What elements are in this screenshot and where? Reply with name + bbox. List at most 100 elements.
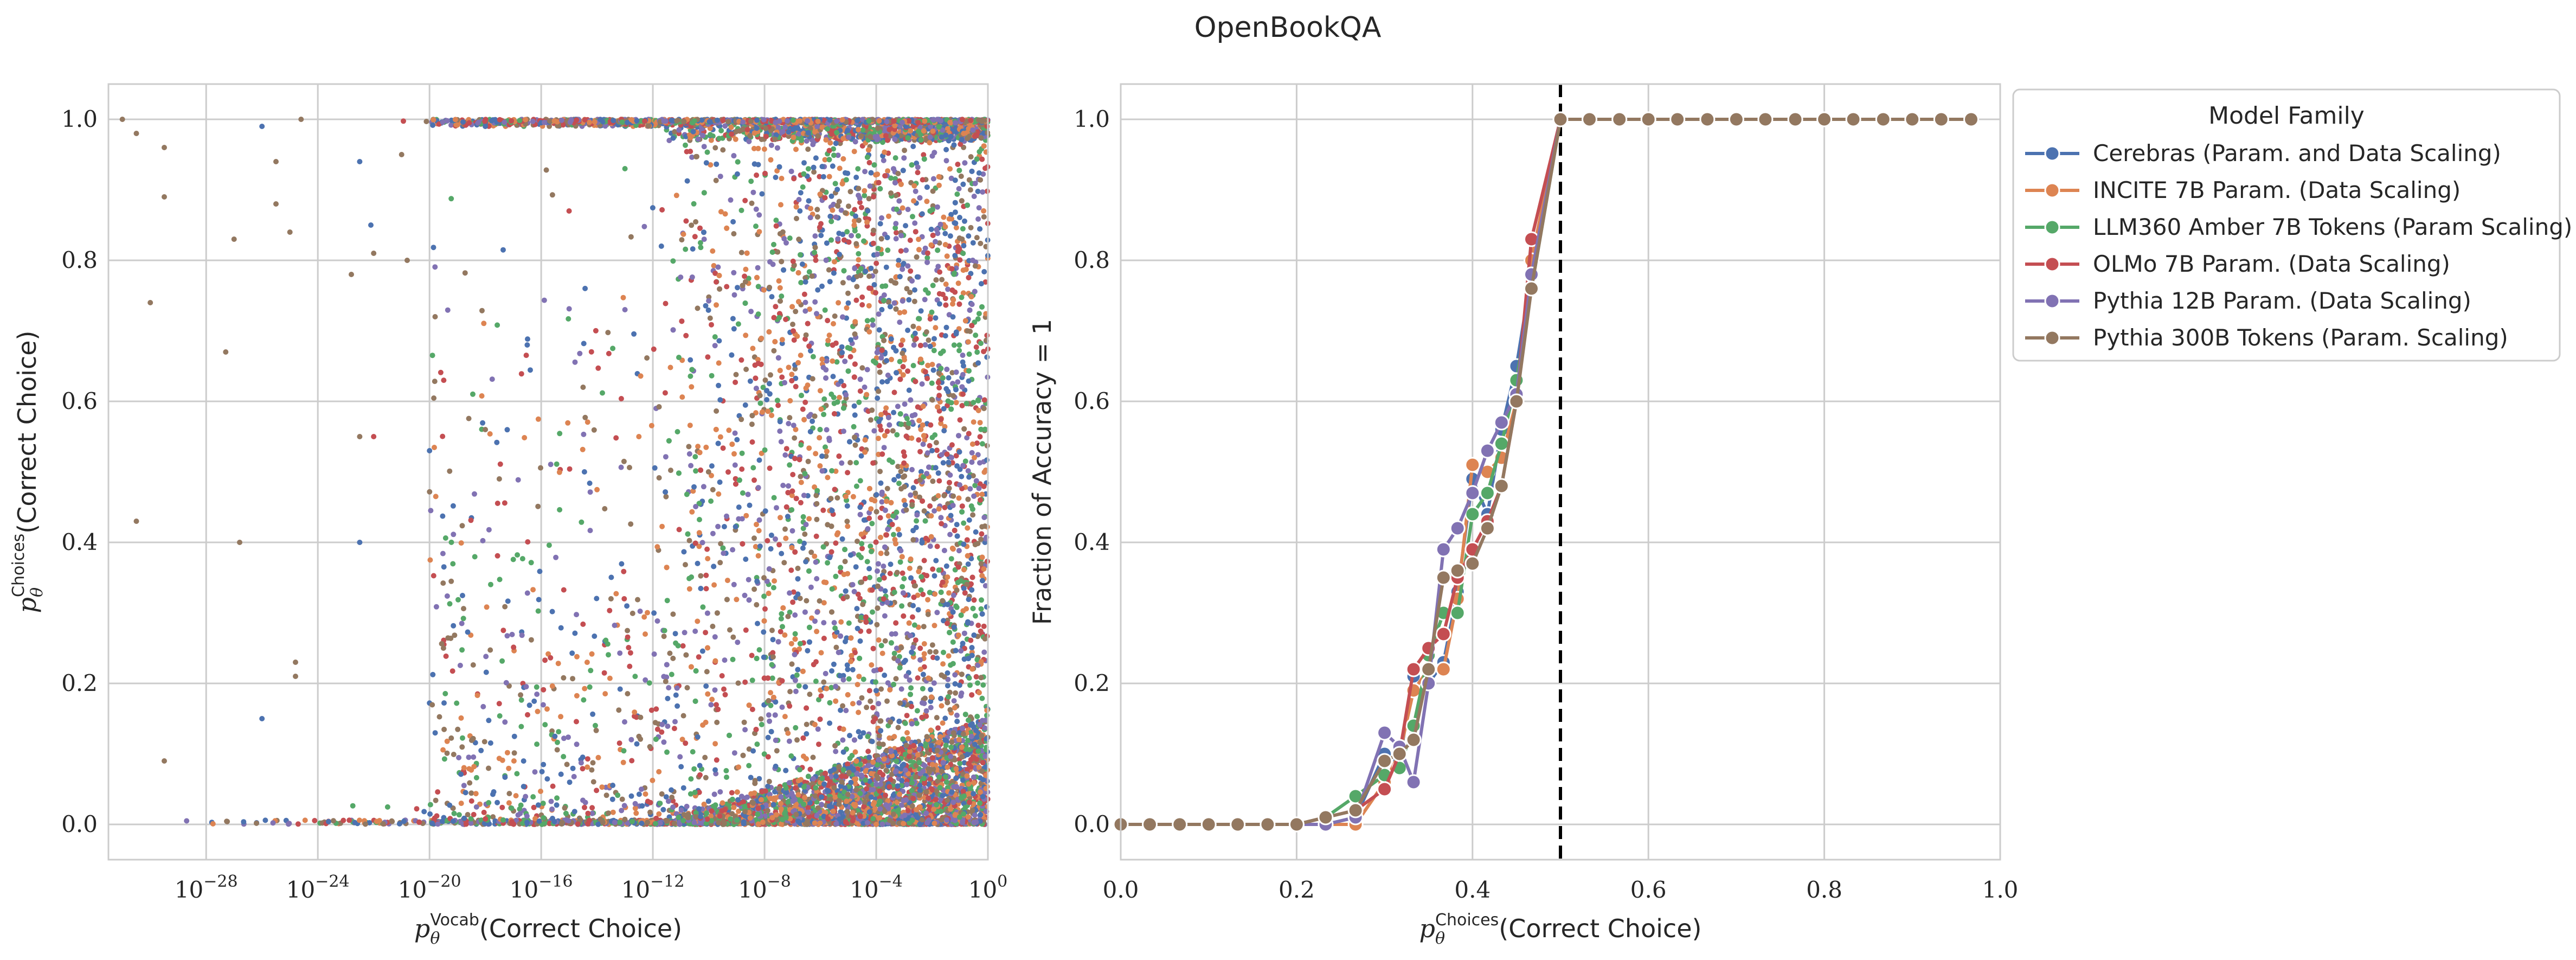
scatter-point bbox=[709, 373, 715, 379]
scatter-point bbox=[714, 702, 719, 708]
scatter-point bbox=[875, 568, 880, 574]
scatter-point bbox=[716, 360, 722, 366]
scatter-point bbox=[924, 375, 930, 381]
scatter-point bbox=[714, 408, 720, 414]
scatter-point bbox=[979, 491, 985, 497]
scatter-point bbox=[924, 199, 930, 204]
scatter-point bbox=[815, 726, 821, 732]
scatter-point bbox=[897, 319, 903, 325]
scatter-point bbox=[845, 290, 851, 296]
scatter-point bbox=[673, 193, 679, 199]
scatter-point bbox=[439, 818, 445, 824]
scatter-point bbox=[794, 215, 799, 221]
scatter-point bbox=[693, 468, 699, 474]
scatter-point bbox=[749, 439, 755, 445]
scatter-point bbox=[341, 817, 346, 823]
scatter-point bbox=[717, 560, 723, 566]
scatter-point bbox=[831, 411, 837, 417]
scatter-point bbox=[547, 821, 553, 827]
scatter-point bbox=[750, 748, 756, 754]
scatter-point bbox=[801, 291, 807, 297]
scatter-point bbox=[746, 577, 751, 583]
scatter-point bbox=[920, 671, 926, 677]
scatter-point bbox=[956, 682, 962, 688]
scatter-point bbox=[731, 270, 737, 276]
scatter-point bbox=[981, 623, 987, 629]
scatter-point bbox=[878, 686, 884, 692]
scatter-point bbox=[892, 155, 898, 161]
scatter-point bbox=[807, 306, 813, 312]
scatter-point bbox=[950, 639, 956, 645]
scatter-point bbox=[773, 175, 779, 180]
scatter-point bbox=[779, 176, 785, 181]
scatter-point bbox=[756, 212, 762, 218]
scatter-point bbox=[787, 689, 793, 695]
scatter-point bbox=[709, 696, 715, 702]
scatter-point bbox=[956, 342, 962, 348]
scatter-point bbox=[967, 187, 973, 193]
scatter-point bbox=[712, 334, 718, 340]
scatter-point bbox=[729, 790, 735, 796]
scatter-point bbox=[947, 233, 953, 239]
scatter-point bbox=[773, 304, 779, 310]
scatter-point bbox=[312, 818, 318, 823]
scatter-point bbox=[966, 351, 972, 357]
scatter-plot-area bbox=[108, 84, 988, 860]
scatter-point bbox=[357, 817, 362, 823]
scatter-point bbox=[950, 314, 956, 320]
scatter-point bbox=[800, 406, 806, 412]
scatter-point bbox=[554, 802, 560, 808]
scatter-point bbox=[719, 673, 725, 679]
scatter-point bbox=[871, 428, 877, 434]
scatter-point bbox=[845, 300, 851, 306]
scatter-point bbox=[974, 349, 980, 355]
scatter-point bbox=[813, 679, 819, 684]
scatter-point bbox=[876, 311, 882, 317]
scatter-point bbox=[855, 625, 860, 631]
scatter-point bbox=[731, 326, 737, 332]
scatter-point bbox=[870, 317, 876, 323]
scatter-point bbox=[955, 379, 961, 385]
scatter-point bbox=[800, 514, 806, 520]
scatter-point bbox=[864, 223, 870, 229]
scatter-point bbox=[930, 566, 936, 572]
scatter-point bbox=[953, 400, 959, 406]
scatter-point bbox=[860, 676, 866, 682]
scatter-point bbox=[918, 308, 924, 314]
scatter-point bbox=[751, 535, 757, 541]
scatter-point bbox=[751, 145, 757, 151]
scatter-point bbox=[806, 445, 812, 451]
scatter-point bbox=[972, 483, 978, 489]
scatter-point bbox=[905, 368, 911, 374]
scatter-point bbox=[612, 820, 618, 825]
scatter-point bbox=[759, 191, 765, 197]
scatter-point bbox=[939, 703, 945, 709]
scatter-point bbox=[818, 233, 824, 238]
scatter-point bbox=[421, 809, 427, 815]
scatter-point bbox=[692, 454, 698, 460]
scatter-point bbox=[971, 419, 977, 425]
scatter-point bbox=[751, 586, 757, 592]
scatter-point bbox=[731, 292, 737, 298]
scatter-point bbox=[831, 620, 837, 626]
scatter-point bbox=[709, 322, 714, 328]
scatter-point bbox=[770, 585, 776, 591]
scatter-point bbox=[865, 748, 871, 754]
scatter-point bbox=[917, 645, 923, 651]
scatter-point bbox=[458, 801, 464, 807]
scatter-point bbox=[754, 602, 760, 607]
scatter-point bbox=[850, 494, 856, 500]
scatter-point bbox=[895, 527, 901, 532]
scatter-point bbox=[787, 235, 793, 241]
scatter-point bbox=[981, 397, 987, 403]
scatter-point bbox=[787, 462, 793, 468]
scatter-point bbox=[788, 567, 794, 573]
scatter-point bbox=[922, 297, 928, 303]
scatter-point bbox=[707, 315, 713, 321]
scatter-point bbox=[953, 369, 959, 375]
scatter-point bbox=[812, 618, 818, 624]
scatter-point bbox=[799, 261, 805, 267]
scatter-point bbox=[791, 423, 796, 428]
scatter-point bbox=[862, 384, 868, 390]
scatter-point bbox=[808, 206, 814, 212]
